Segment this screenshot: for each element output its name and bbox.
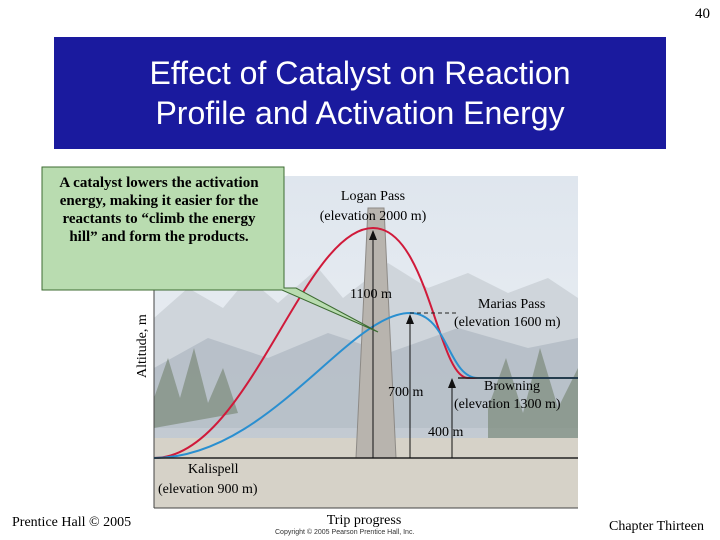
title-banner: Effect of Catalyst on Reaction Profile a… [54,37,666,149]
kalispell-elevation-label: (elevation 900 m) [158,482,258,497]
gap-1100-label: 1100 m [350,287,392,302]
title-line-1: Effect of Catalyst on Reaction [149,55,571,91]
gap-700-label: 700 m [388,385,424,400]
logan-pass-label: Logan Pass [341,189,405,204]
y-axis-label: Altitude, m [135,314,150,378]
trees-left [154,348,238,428]
kalispell-label: Kalispell [188,462,239,477]
logan-elevation-label: (elevation 2000 m) [320,209,427,224]
gap-400-label: 400 m [428,425,464,440]
callout-text: A catalyst lowers the activation energy,… [59,175,259,245]
arrow-700-head [406,314,414,324]
footer-publisher: Prentice Hall © 2005 [12,515,132,530]
slide-title: Effect of Catalyst on Reaction Profile a… [60,53,660,133]
browning-label: Browning [484,379,540,394]
figure-copyright: Copyright © 2005 Pearson Prentice Hall, … [275,529,415,536]
marias-pass-label: Marias Pass [478,297,545,312]
catalyzed-curve [153,311,578,459]
browning-elevation-label: (elevation 1300 m) [454,397,561,412]
footer-chapter: Chapter Thirteen [609,519,704,534]
x-axis-label: Trip progress [327,513,402,528]
arrow-400-head [448,378,456,388]
title-line-2: Profile and Activation Energy [155,95,565,131]
trees-right [488,348,578,438]
marias-elevation-label: (elevation 1600 m) [454,315,561,330]
slide-number: 40 [695,6,710,22]
